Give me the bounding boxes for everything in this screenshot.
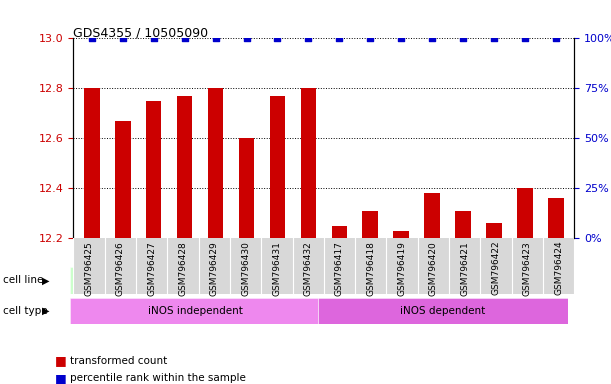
Bar xyxy=(332,225,347,384)
Bar xyxy=(393,230,409,384)
Bar xyxy=(177,96,192,384)
Text: GSM796422: GSM796422 xyxy=(492,241,500,296)
Text: Spl4-10: Spl4-10 xyxy=(485,275,525,285)
Text: percentile rank within the sample: percentile rank within the sample xyxy=(70,373,246,383)
Point xyxy=(149,35,159,41)
Point xyxy=(118,35,128,41)
Bar xyxy=(239,138,254,384)
Text: GSM796432: GSM796432 xyxy=(304,241,313,296)
Text: uvmo-4: uvmo-4 xyxy=(361,275,401,285)
Point xyxy=(365,35,375,41)
Text: GSM796429: GSM796429 xyxy=(210,241,219,296)
Text: ▶: ▶ xyxy=(42,275,49,285)
Text: ▶: ▶ xyxy=(42,306,49,316)
Text: GSM796419: GSM796419 xyxy=(398,241,406,296)
Bar xyxy=(517,188,533,384)
Point xyxy=(87,35,97,41)
Text: GSM796430: GSM796430 xyxy=(241,241,250,296)
Text: cell line: cell line xyxy=(3,275,43,285)
Point xyxy=(551,35,561,41)
Bar xyxy=(115,121,131,384)
Point xyxy=(211,35,221,41)
Text: GSM796431: GSM796431 xyxy=(273,241,281,296)
Text: iNOS independent: iNOS independent xyxy=(148,306,243,316)
Bar xyxy=(301,88,316,384)
Text: GSM796424: GSM796424 xyxy=(554,241,563,296)
Bar xyxy=(84,88,100,384)
Text: GSM796427: GSM796427 xyxy=(147,241,156,296)
Bar xyxy=(455,210,470,384)
Point xyxy=(334,35,344,41)
Bar xyxy=(146,101,161,384)
Text: GSM796418: GSM796418 xyxy=(367,241,375,296)
Text: GSM796428: GSM796428 xyxy=(178,241,188,296)
Point xyxy=(241,35,251,41)
Bar xyxy=(269,96,285,384)
Text: GDS4355 / 10505090: GDS4355 / 10505090 xyxy=(73,27,208,40)
Text: cell type: cell type xyxy=(3,306,48,316)
Point xyxy=(397,35,406,41)
Text: ■: ■ xyxy=(55,372,67,384)
Text: uvmo-2: uvmo-2 xyxy=(114,275,153,285)
Text: GSM796421: GSM796421 xyxy=(460,241,469,296)
Point xyxy=(520,35,530,41)
Point xyxy=(273,35,282,41)
Bar xyxy=(486,223,502,384)
Point xyxy=(458,35,468,41)
Point xyxy=(180,35,189,41)
Bar xyxy=(425,193,440,384)
Text: GSM796425: GSM796425 xyxy=(84,241,93,296)
Text: GSM796426: GSM796426 xyxy=(116,241,125,296)
Point xyxy=(304,35,313,41)
Text: ■: ■ xyxy=(55,354,67,367)
Text: GSM796423: GSM796423 xyxy=(523,241,532,296)
Bar xyxy=(208,88,223,384)
Text: uvmo-3: uvmo-3 xyxy=(238,275,277,285)
Point xyxy=(489,35,499,41)
Text: GSM796420: GSM796420 xyxy=(429,241,438,296)
Bar xyxy=(548,198,563,384)
Bar xyxy=(362,210,378,384)
Text: iNOS dependent: iNOS dependent xyxy=(400,306,486,316)
Text: transformed count: transformed count xyxy=(70,356,167,366)
Point xyxy=(427,35,437,41)
Text: GSM796417: GSM796417 xyxy=(335,241,344,296)
